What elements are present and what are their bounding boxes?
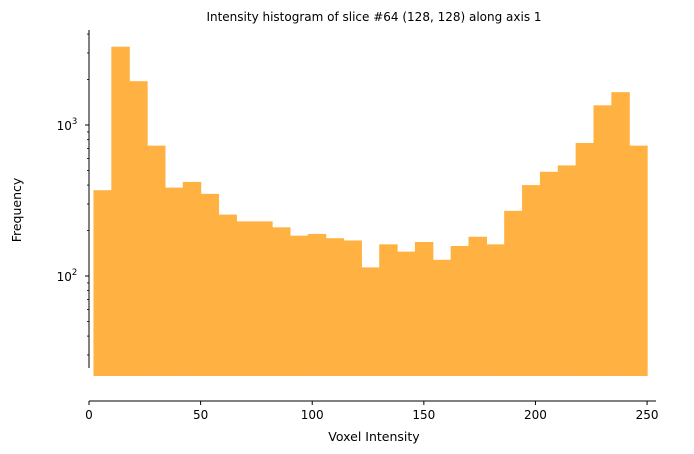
histogram-bar: [397, 251, 416, 376]
x-axis-label: Voxel Intensity: [328, 429, 420, 444]
histogram-bar: [325, 238, 345, 376]
y-axis: 102 103: [57, 30, 90, 368]
histogram-bar: [611, 92, 630, 376]
histogram-bar: [593, 105, 612, 376]
histogram-bar: [307, 233, 327, 376]
histogram-bar: [468, 236, 487, 376]
histogram-bar: [432, 259, 452, 376]
y-tick-label: 102: [57, 268, 78, 284]
x-tick-label: 200: [524, 408, 547, 422]
histogram-bar: [111, 46, 130, 376]
y-tick-label: 103: [57, 117, 78, 133]
chart-title: Intensity histogram of slice #64 (128, 1…: [206, 10, 541, 24]
histogram-bar: [129, 81, 148, 376]
histogram-bar: [504, 210, 523, 376]
histogram-bars: [93, 46, 648, 376]
histogram-bar: [379, 244, 398, 376]
x-tick-label: 50: [193, 408, 208, 422]
x-axis: 0 50 100 150 200 250: [85, 400, 659, 422]
histogram-bar: [200, 193, 220, 376]
x-tick-label: 150: [412, 408, 435, 422]
histogram-bar: [414, 241, 434, 376]
x-tick-label: 100: [301, 408, 324, 422]
histogram-bar: [272, 227, 291, 376]
histogram-bar: [629, 145, 648, 376]
x-tick-label: 0: [85, 408, 93, 422]
histogram-bar: [361, 267, 380, 376]
histogram-bar: [486, 244, 505, 376]
histogram-bar: [147, 145, 166, 376]
histogram-bar: [182, 181, 202, 376]
histogram-bar: [93, 190, 112, 376]
histogram-bar: [522, 185, 541, 376]
histogram-bar: [254, 221, 273, 376]
histogram-bar: [164, 187, 184, 376]
histogram-bar: [343, 240, 362, 376]
histogram-bar: [575, 143, 595, 376]
histogram-bar: [450, 246, 470, 376]
histogram-bar: [236, 221, 255, 376]
histogram-bar: [289, 235, 309, 376]
histogram-bar: [539, 171, 559, 376]
histogram-bar: [218, 214, 237, 376]
histogram-bar: [557, 165, 577, 376]
x-tick-label: 250: [636, 408, 659, 422]
y-axis-label: Frequency: [9, 177, 24, 242]
